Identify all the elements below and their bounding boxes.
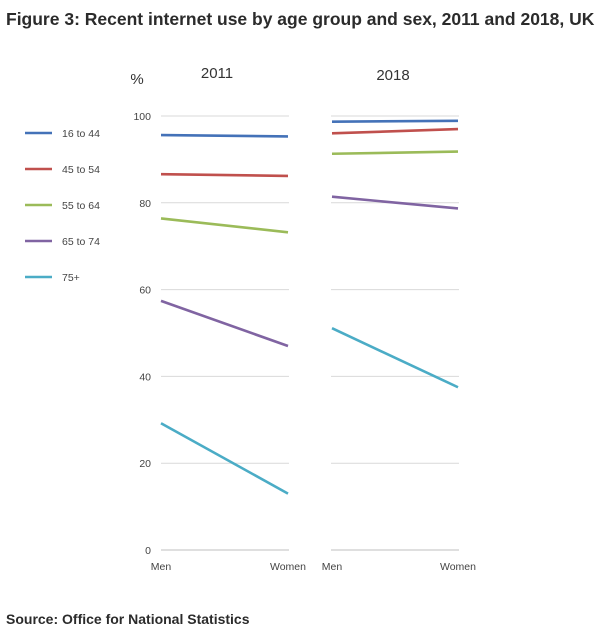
y-tick-label-100: 100	[133, 111, 151, 123]
series-line-2018-45-to-54	[331, 127, 459, 135]
legend-label-75plus: 75+	[62, 272, 80, 284]
series-line-2011-45-to-54	[160, 172, 289, 178]
series-line-2011-75plus	[160, 422, 289, 495]
panel-title-2018: 2018	[376, 67, 409, 84]
legend-label-16-to-44: 16 to 44	[62, 128, 100, 140]
series-line-2011-16-to-44	[160, 133, 289, 138]
legend-label-55-to-64: 55 to 64	[62, 200, 100, 212]
x-tick-label-2011-women: Women	[270, 561, 306, 573]
series-line-2018-75plus	[331, 327, 459, 389]
chart-title: Figure 3: Recent internet use by age gro…	[6, 9, 595, 29]
y-tick-label-0: 0	[145, 545, 151, 557]
legend-label-65-to-74: 65 to 74	[62, 236, 100, 248]
series-line-2018-16-to-44	[331, 119, 459, 123]
panel-title-2011: 2011	[201, 65, 233, 82]
x-tick-label-2018-women: Women	[440, 561, 476, 573]
y-tick-label-20: 20	[139, 458, 151, 470]
y-axis-unit-label: %	[130, 71, 143, 88]
chart-area: % 0 20 40 60 80 100 2011 Men Women 2018 Men Women 16 …	[25, 65, 476, 573]
y-tick-label-80: 80	[139, 198, 151, 210]
series-line-2018-55-to-64	[331, 150, 459, 156]
y-tick-label-40: 40	[139, 371, 151, 383]
y-tick-label-60: 60	[139, 285, 151, 297]
series-line-2011-65-to-74	[160, 299, 289, 348]
series-line-2018-65-to-74	[331, 195, 459, 210]
series-line-2011-55-to-64	[160, 217, 289, 234]
x-tick-label-2011-men: Men	[151, 561, 172, 573]
legend-label-45-to-54: 45 to 54	[62, 164, 100, 176]
x-tick-label-2018-men: Men	[322, 561, 343, 573]
source-note: Source: Office for National Statistics	[6, 611, 250, 627]
